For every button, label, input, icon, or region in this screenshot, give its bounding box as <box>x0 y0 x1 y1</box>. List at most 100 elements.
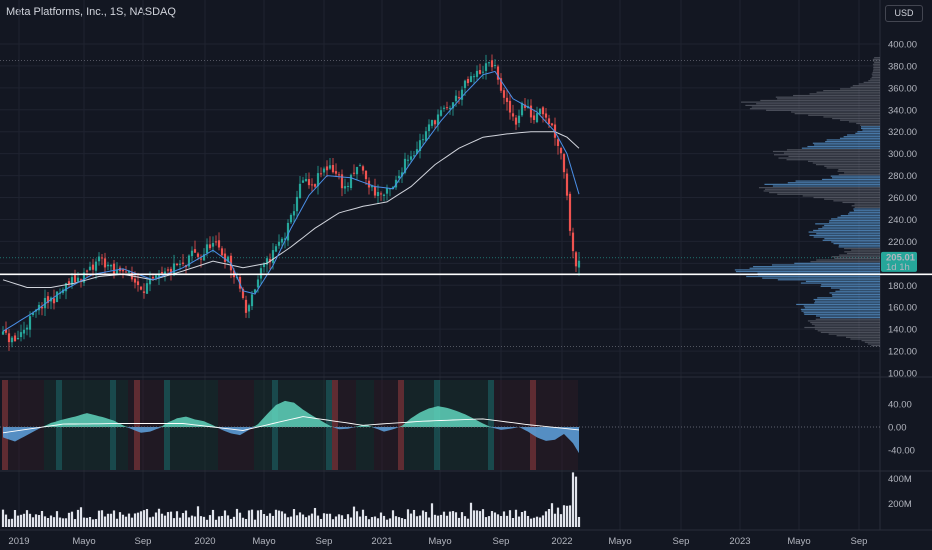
volume-profile-bar <box>849 211 880 213</box>
volume-bar <box>316 515 320 527</box>
candle-body <box>565 173 569 196</box>
volume-profile-bar <box>824 224 880 227</box>
candle-body <box>511 113 515 117</box>
volume-bar <box>319 518 323 527</box>
volume-bar <box>262 514 266 527</box>
volume-profile-bar <box>862 129 880 131</box>
volume-bar <box>472 510 476 527</box>
volume-profile-bar <box>802 195 880 197</box>
candle-body <box>415 149 419 154</box>
candle-body <box>373 186 377 196</box>
volume-profile-bar <box>815 318 880 320</box>
volume-bar <box>355 511 359 527</box>
candle-body <box>346 185 350 187</box>
volume-profile-bar <box>804 326 880 329</box>
candle-body <box>73 275 77 283</box>
volume-bar <box>76 509 80 527</box>
volume-bar <box>379 512 383 527</box>
volume-bar <box>253 519 257 527</box>
time-tick-label: Mayo <box>72 536 95 547</box>
volume-profile-bar <box>741 101 880 103</box>
volume-profile-bar <box>807 160 880 162</box>
volume-profile-bar <box>808 231 880 233</box>
volume-profile-bar <box>813 196 880 199</box>
volume-bar <box>235 508 239 527</box>
oscillator-background-band <box>158 380 164 470</box>
candle-body <box>82 272 86 283</box>
volume-bar <box>202 516 206 527</box>
candle-body <box>220 248 224 256</box>
volume-profile-bar <box>853 208 880 210</box>
volume-profile-bar <box>832 117 880 120</box>
volume-bar <box>214 519 218 527</box>
volume-bar <box>481 509 485 527</box>
volume-bar <box>22 513 26 527</box>
candle-body <box>298 183 302 199</box>
volume-bar <box>196 506 200 527</box>
volume-bar <box>265 515 269 527</box>
volume-bar <box>247 510 251 527</box>
candle-body <box>250 294 254 307</box>
volume-profile-bar <box>823 90 880 92</box>
volume-profile-bar <box>809 93 880 95</box>
candle-body <box>505 97 509 102</box>
volume-bar <box>7 519 11 527</box>
candle-body <box>436 114 440 125</box>
volume-profile-bar <box>783 152 880 154</box>
volume-bar <box>559 514 563 527</box>
volume-bar <box>409 513 413 527</box>
volume-profile-bar <box>788 155 880 158</box>
volume-bar <box>160 513 164 527</box>
price-tick-label: 360.00 <box>888 83 917 94</box>
candle-body <box>289 214 293 223</box>
oscillator-background-band <box>140 380 146 470</box>
candle-body <box>319 173 323 175</box>
oscillator-background-band <box>2 380 8 470</box>
volume-profile-bar <box>820 285 880 287</box>
fast-moving-average-line <box>2 70 580 332</box>
volume-bar <box>571 472 575 527</box>
volume-bar <box>163 515 167 527</box>
volume-bar <box>151 516 155 527</box>
candle-body <box>391 186 395 190</box>
volume-bar <box>322 513 326 527</box>
volume-bar <box>331 519 335 527</box>
oscillator-background-band <box>242 380 248 470</box>
volume-bar <box>277 510 281 527</box>
volume-bar <box>232 516 236 527</box>
volume-bar <box>73 519 77 527</box>
oscillator-background-band <box>566 380 572 470</box>
volume-profile-bar <box>778 157 880 159</box>
volume-profile-bar <box>844 247 880 250</box>
volume-profile-bar <box>753 266 880 268</box>
candle-body <box>481 71 485 73</box>
candle-body <box>214 241 218 243</box>
volume-profile-bar <box>858 83 880 85</box>
candle-body <box>124 271 128 273</box>
volume-bar <box>172 518 176 527</box>
volume-bar <box>508 510 512 527</box>
currency-button[interactable]: USD <box>885 5 923 22</box>
candle-body <box>424 131 428 141</box>
volume-profile-bar <box>851 249 880 251</box>
volume-bar <box>448 511 452 527</box>
candle-body <box>91 264 95 270</box>
oscillator-background-band <box>536 380 542 470</box>
volume-profile-bar <box>758 187 880 189</box>
candle-body <box>493 64 497 66</box>
price-tick-label: 120.00 <box>888 347 917 358</box>
oscillator-background-band <box>512 380 518 470</box>
volume-bar <box>52 517 56 527</box>
candle-body <box>172 263 176 276</box>
price-tick-label: 380.00 <box>888 61 917 72</box>
candle-body <box>247 305 251 312</box>
oscillator-background-band <box>542 380 548 470</box>
time-tick-label: Sep <box>493 536 510 547</box>
volume-profile-bar <box>771 264 880 266</box>
volume-bar <box>397 517 401 527</box>
volume-profile-bar <box>833 200 880 202</box>
volume-profile-bar <box>816 233 880 235</box>
candle-body <box>292 211 296 216</box>
candle-body <box>463 80 467 89</box>
